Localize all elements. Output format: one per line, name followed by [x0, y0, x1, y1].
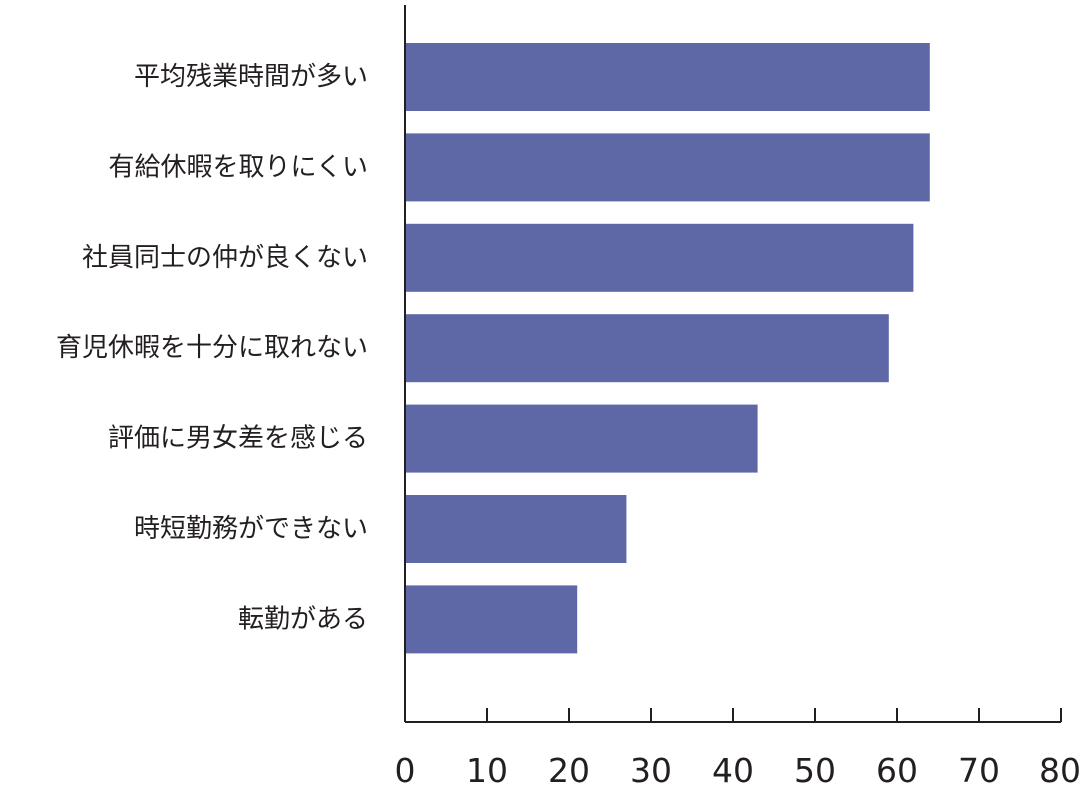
bar-4	[405, 404, 758, 473]
bar-6	[405, 585, 578, 654]
bar-0	[405, 43, 930, 111]
category-label-6: 転勤がある	[238, 604, 368, 634]
category-label-3: 育児休暇を十分に取れない	[56, 333, 368, 363]
x-tick-label-8: 80	[1039, 751, 1081, 788]
x-tick-label-0: 0	[395, 751, 416, 788]
x-tick-label-5: 50	[794, 751, 836, 788]
bar-3	[405, 314, 889, 383]
x-tick-label-7: 70	[958, 751, 1000, 788]
bar-1	[405, 133, 930, 202]
bars-group	[405, 43, 930, 654]
x-tick-label-6: 60	[876, 751, 918, 788]
x-axis-tick-labels: 0 10 20 30 40 50 60 70 80	[395, 751, 1082, 788]
x-tick-label-3: 30	[630, 751, 672, 788]
x-tick-label-2: 20	[548, 751, 590, 788]
category-label-0: 平均残業時間が多い	[134, 62, 368, 92]
category-label-1: 有給休暇を取りにくい	[109, 152, 368, 182]
category-label-5: 時短勤務ができない	[134, 514, 368, 544]
x-tick-label-4: 40	[712, 751, 754, 788]
category-label-4: 評価に男女差を感じる	[108, 424, 368, 454]
bar-5	[405, 495, 627, 563]
category-label-2: 社員同士の仲が良くない	[82, 243, 368, 273]
x-axis-ticks	[404, 708, 1062, 722]
bar-2	[405, 223, 914, 292]
category-labels: 平均残業時間が多い有給休暇を取りにくい社員同士の仲が良くない育児休暇を十分に取れ…	[56, 62, 368, 634]
x-tick-label-1: 10	[466, 751, 508, 788]
